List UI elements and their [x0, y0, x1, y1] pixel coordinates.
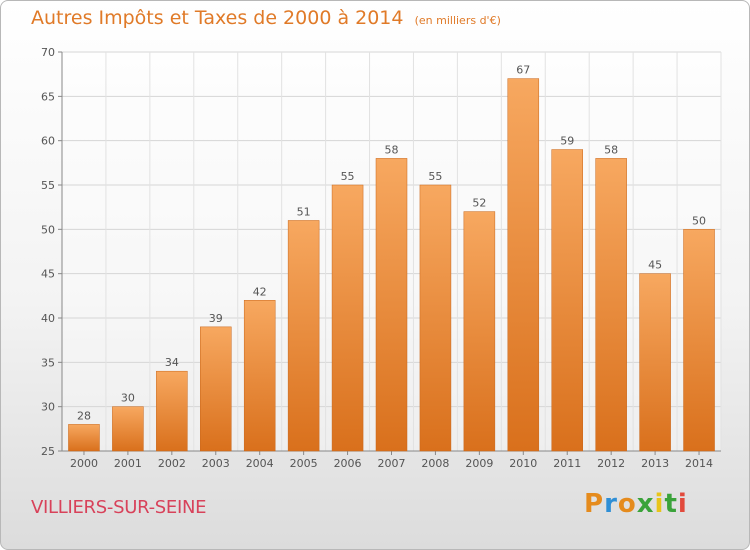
data-label-2008: 55 [428, 170, 442, 183]
data-label-2007: 58 [385, 143, 399, 156]
data-label-2011: 59 [560, 135, 574, 148]
chart-title: Autres Impôts et Taxes de 2000 à 2014 [31, 7, 404, 29]
bar-2014 [683, 229, 715, 452]
y-tick-label: 60 [41, 135, 55, 148]
data-label-2002: 34 [165, 356, 179, 369]
bar-2011 [551, 149, 583, 452]
logo-letter: o [617, 489, 637, 519]
x-tick-label: 2009 [465, 457, 493, 470]
x-tick-label: 2005 [290, 457, 318, 470]
y-tick-label: 45 [41, 268, 55, 281]
data-label-2001: 30 [121, 392, 135, 405]
bar-2006 [331, 184, 364, 452]
x-tick-label: 2000 [70, 457, 98, 470]
x-tick-label: 2008 [421, 457, 449, 470]
data-label-2009: 52 [472, 197, 486, 210]
x-tick-label: 2007 [378, 457, 406, 470]
y-tick-label: 65 [41, 90, 55, 103]
bars [68, 78, 715, 452]
bar-2005 [287, 220, 320, 452]
data-label-2004: 42 [253, 285, 267, 298]
logo-letter: i [677, 489, 688, 519]
bar-2013 [639, 273, 671, 452]
bar-2009 [463, 211, 496, 452]
bar-2007 [375, 158, 408, 452]
data-label-2005: 51 [297, 205, 311, 218]
bar-2000 [68, 424, 100, 452]
logo-letter: P [584, 489, 605, 519]
x-tick-label: 2011 [553, 457, 581, 470]
data-label-2003: 39 [209, 312, 223, 325]
bar-2002 [156, 370, 188, 452]
y-tick-label: 70 [41, 46, 55, 59]
bar-2010 [507, 78, 540, 452]
bar-2004 [243, 300, 276, 452]
y-tick-label: 40 [41, 312, 55, 325]
y-tick-label: 50 [41, 223, 55, 236]
y-tick-label: 55 [41, 179, 55, 192]
data-label-2013: 45 [648, 259, 662, 272]
y-tick-label: 35 [41, 356, 55, 369]
x-tick-label: 2013 [641, 457, 669, 470]
x-tick-label: 2010 [509, 457, 537, 470]
x-tick-label: 2014 [685, 457, 713, 470]
data-label-2000: 28 [77, 409, 91, 422]
bar-2012 [595, 158, 627, 452]
commune-name: VILLIERS-SUR-SEINE [31, 497, 207, 518]
bar-2001 [112, 406, 144, 452]
logo-letter: x [636, 489, 655, 519]
y-tick-label: 25 [41, 445, 55, 458]
data-label-2010: 67 [516, 64, 530, 77]
proxiti-logo: Proxiti [584, 489, 688, 519]
y-tick-label: 30 [41, 401, 55, 414]
logo-letter: r [604, 489, 618, 519]
x-tick-label: 2002 [158, 457, 186, 470]
x-tick-label: 2004 [246, 457, 274, 470]
x-tick-label: 2001 [114, 457, 142, 470]
labels: 25 30 35 40 45 50 55 60 65 70 28 2000 30 2001 34 2002 39… [41, 46, 713, 470]
logo-letter: t [664, 489, 678, 519]
data-label-2014: 50 [692, 214, 706, 227]
title-row: Autres Impôts et Taxes de 2000 à 2014 (e… [31, 7, 501, 29]
x-tick-label: 2006 [334, 457, 362, 470]
chart-unit: (en milliers d'€) [414, 14, 501, 27]
data-label-2006: 55 [341, 170, 355, 183]
x-tick-label: 2012 [597, 457, 625, 470]
bar-2008 [419, 184, 452, 452]
bar-2003 [200, 326, 232, 452]
logo-letter: i [654, 489, 665, 519]
x-tick-label: 2003 [202, 457, 230, 470]
data-label-2012: 58 [604, 143, 618, 156]
